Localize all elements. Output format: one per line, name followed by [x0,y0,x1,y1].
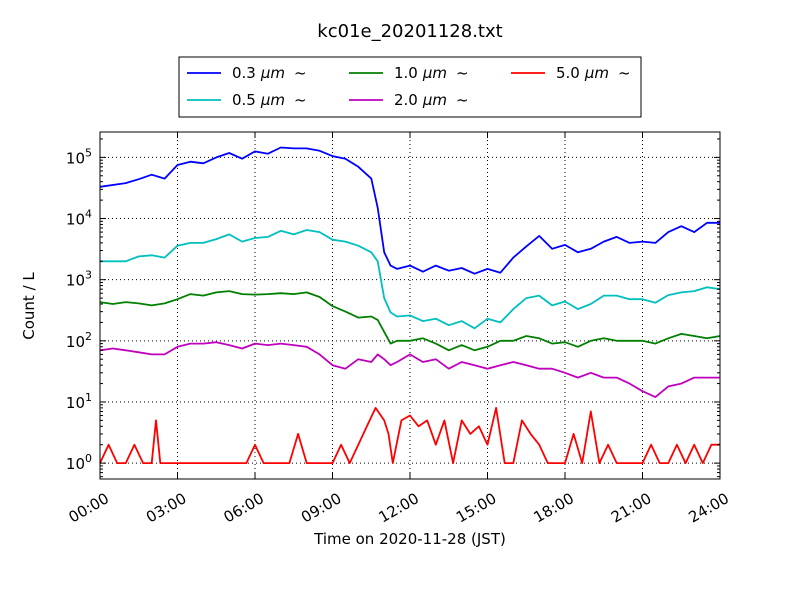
plot-area [100,132,720,479]
legend-unit: μm [584,64,609,82]
x-tick-label: 24:00 [686,489,732,526]
legend-series-name: 1.0 [394,64,418,82]
x-tick-label: 18:00 [531,489,577,526]
y-tick-label: 105 [66,146,92,167]
legend-label: 2.0 μm ~ [394,91,469,109]
x-tick-label: 06:00 [221,489,267,526]
legend: 0.3 μm ~0.5 μm ~1.0 μm ~2.0 μm ~5.0 μm ~ [178,56,642,118]
y-tick-exponent: 5 [85,146,92,159]
x-tick-label: 12:00 [376,489,422,526]
x-tick-label: 15:00 [453,489,499,526]
legend-suffix: ~ [618,64,631,82]
series-line [99,290,721,352]
y-tick-base: 10 [66,333,85,351]
y-tick-label: 102 [66,330,92,351]
y-tick-label: 101 [66,391,92,412]
x-tick-label: 00:00 [66,489,112,526]
legend-series-name: 0.5 [232,91,256,109]
legend-box [178,56,642,118]
legend-entry: 1.0 μm ~ [349,64,469,82]
y-tick-exponent: 4 [85,208,92,221]
x-axis-label: Time on 2020-11-28 (JST) [313,530,506,548]
y-tick-exponent: 2 [85,330,92,343]
legend-label: 0.3 μm ~ [232,64,307,82]
legend-label: 5.0 μm ~ [556,64,631,82]
y-tick-exponent: 1 [85,391,92,404]
series-line [99,406,720,465]
series-group [99,146,721,465]
y-axis-label: Count / L [20,272,38,340]
legend-label: 1.0 μm ~ [394,64,469,82]
x-tick-label: 03:00 [143,489,189,526]
y-tick-base: 10 [66,455,85,473]
y-tick-base: 10 [66,394,85,412]
y-tick-exponent: 3 [85,269,92,282]
series-line [99,146,720,275]
legend-suffix: ~ [294,91,307,109]
legend-series-name: 0.3 [232,64,256,82]
y-tick-label: 103 [66,269,92,290]
legend-label: 0.5 μm ~ [232,91,307,109]
legend-entry: 5.0 μm ~ [511,64,631,82]
y-tick-exponent: 0 [85,452,92,465]
y-tick-label: 100 [66,452,92,473]
x-tick-label: 09:00 [298,489,344,526]
legend-unit: μm [260,64,285,82]
series-line [100,229,721,330]
legend-suffix: ~ [456,91,469,109]
legend-unit: μm [422,91,447,109]
legend-entry: 2.0 μm ~ [349,91,469,109]
legend-series-name: 5.0 [556,64,580,82]
chart-title: kc01e_20201128.txt [317,21,502,42]
legend-unit: μm [260,91,285,109]
x-tick-label: 21:00 [608,489,654,526]
legend-entry: 0.5 μm ~ [187,91,307,109]
legend-entry: 0.3 μm ~ [187,64,307,82]
y-tick-label: 104 [66,208,92,229]
y-tick-base: 10 [66,149,85,167]
legend-suffix: ~ [456,64,469,82]
legend-unit: μm [422,64,447,82]
y-tick-base: 10 [66,211,85,229]
legend-series-name: 2.0 [394,91,418,109]
legend-suffix: ~ [294,64,307,82]
series-line [99,341,720,399]
y-tick-base: 10 [66,272,85,290]
